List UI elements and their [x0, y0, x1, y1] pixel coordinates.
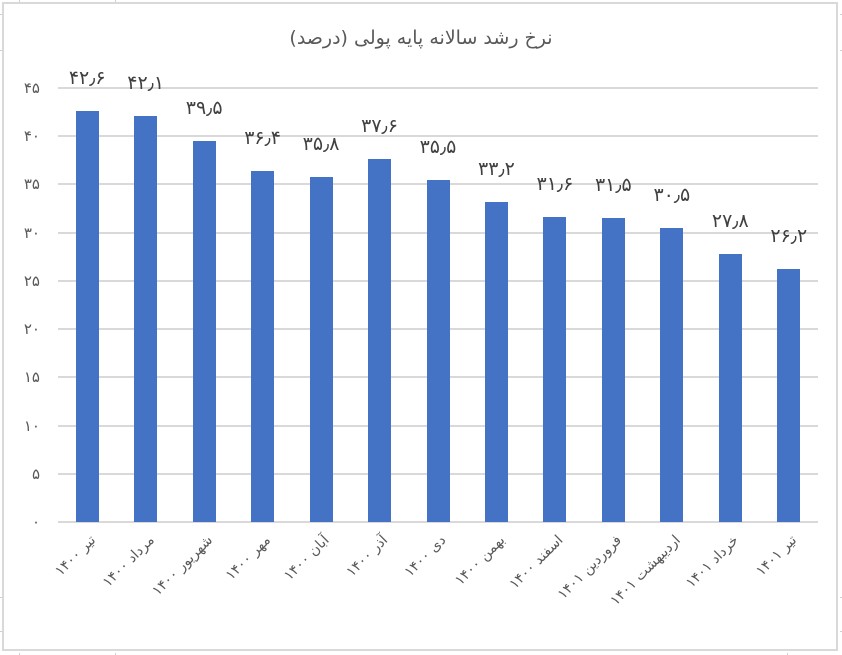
bar[interactable]	[426, 179, 450, 522]
gridline	[58, 521, 818, 523]
frame-tick	[840, 50, 842, 51]
y-tick-label: ۲۵	[23, 271, 40, 290]
data-label: ۳۰٫۵	[653, 183, 691, 206]
frame-tick	[115, 653, 116, 655]
y-tick-label: ۳۵	[23, 175, 40, 194]
frame-tick	[0, 631, 2, 632]
data-label: ۴۲٫۶	[68, 67, 106, 90]
chart-title: نرخ رشد سالانه پایه پولی (درصد)	[289, 27, 553, 49]
bar[interactable]	[192, 141, 216, 522]
data-label: ۲۶٫۲	[770, 225, 808, 248]
frame-tick	[19, 0, 20, 2]
bar[interactable]	[309, 176, 333, 522]
y-tick-label: ۵	[31, 464, 40, 483]
bar[interactable]	[368, 159, 392, 522]
frame-tick	[840, 14, 842, 15]
bar[interactable]	[251, 170, 275, 522]
y-tick-label: ۱۰	[23, 416, 40, 435]
y-tick-label: ۰	[31, 513, 40, 531]
frame-tick	[115, 0, 116, 2]
plot-area: ۴۲٫۶ ۴۲٫۱ ۳۹٫۵ ۳۶٫۴ ۳۵٫۸ ۳۷٫۶ ۳۵٫۵ ۳۳٫۲ ۳۱٫۶ ۳۱٫۵…	[58, 0, 818, 655]
gridline	[58, 87, 818, 89]
data-label: ۳۹٫۵	[185, 97, 223, 120]
y-tick-label: ۲۰	[23, 320, 40, 339]
data-label: ۳۱٫۵	[594, 174, 632, 197]
y-tick-label: ۱۵	[23, 368, 40, 387]
bar[interactable]	[718, 253, 742, 522]
bar[interactable]	[601, 218, 625, 522]
y-tick-label: ۳۰	[23, 223, 40, 242]
bar[interactable]	[75, 111, 99, 522]
bar[interactable]	[660, 227, 684, 522]
data-label: ۳۳٫۲	[478, 157, 515, 180]
frame-tick	[19, 653, 20, 655]
frame-tick	[840, 597, 842, 598]
y-tick-label: ۴۰	[23, 127, 40, 146]
frame-tick	[0, 14, 2, 15]
data-label: ۳۵٫۵	[419, 135, 457, 158]
data-label: ۳۵٫۸	[302, 132, 340, 155]
y-tick-label: ۴۵	[23, 79, 40, 97]
frame-tick	[0, 597, 2, 598]
bar[interactable]	[484, 201, 508, 522]
gridline	[58, 135, 818, 138]
frame-tick	[787, 653, 788, 655]
data-label: ۳۱٫۶	[536, 173, 574, 196]
bar[interactable]	[134, 115, 158, 522]
data-label: ۴۲٫۱	[127, 71, 165, 94]
bar[interactable]	[777, 269, 801, 522]
data-label: ۲۷٫۸	[711, 209, 749, 232]
frame-tick	[840, 631, 842, 632]
bar[interactable]	[543, 217, 567, 522]
data-label: ۳۶٫۴	[244, 126, 281, 149]
data-label: ۳۷٫۶	[361, 115, 398, 138]
frame-tick	[0, 50, 2, 51]
